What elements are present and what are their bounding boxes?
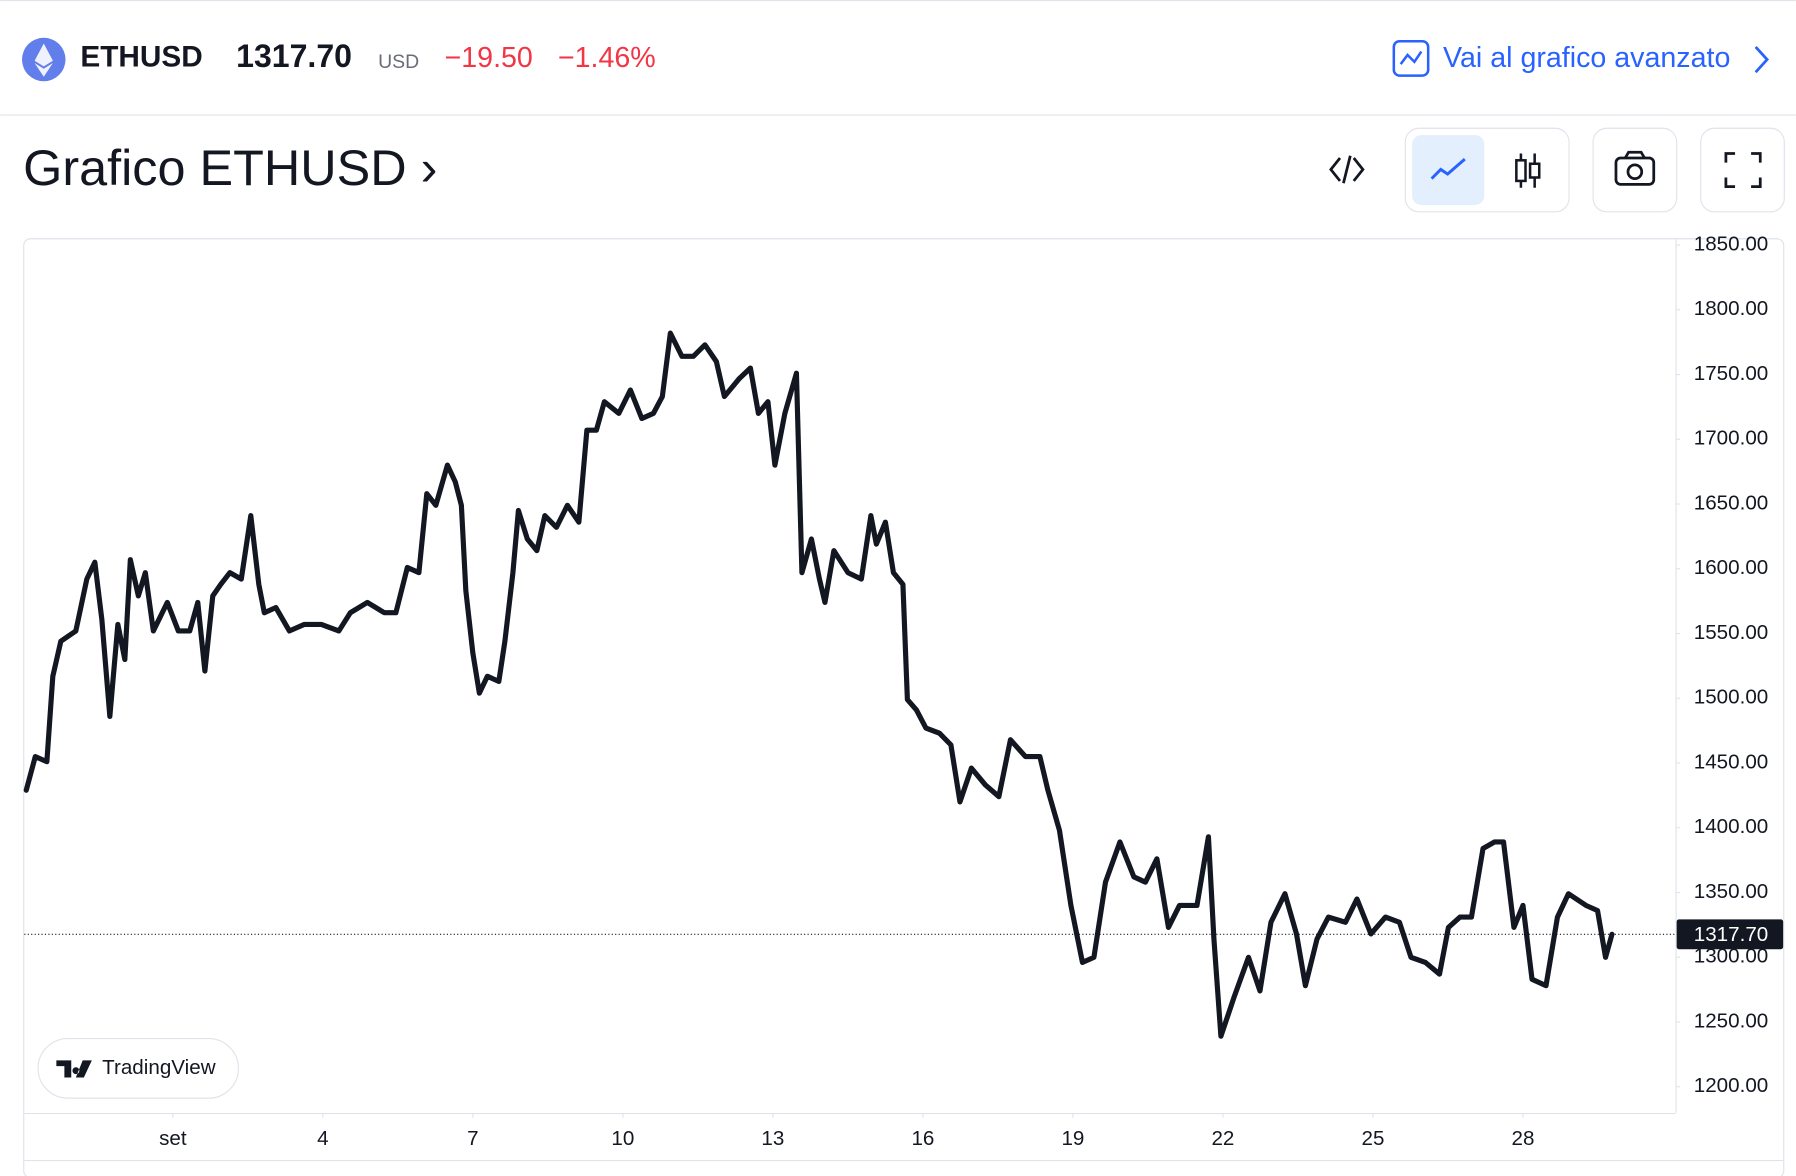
embed-button[interactable] — [1329, 155, 1365, 184]
candle-style-button[interactable] — [1515, 153, 1541, 188]
camera-top — [1623, 150, 1646, 159]
x-tick-label: 22 — [1211, 1127, 1234, 1150]
snapshot-button[interactable] — [1592, 127, 1678, 213]
line-style-icon — [1430, 158, 1466, 180]
plot: 1200.00 1250.00 1300.00 1350.00 1400.00 1450.… — [23, 232, 1784, 1150]
y-tick-label: 1500.00 — [1694, 686, 1769, 709]
y-tick-label: 1200.00 — [1694, 1074, 1769, 1097]
eth-icon-glyph — [34, 43, 53, 77]
y-tick-label: 1850.00 — [1694, 232, 1769, 255]
embed-icon — [1329, 155, 1365, 184]
link-icon — [1392, 39, 1430, 77]
y-tick-label: 1600.00 — [1694, 556, 1769, 579]
advanced-chart-link[interactable]: Vai al grafico avanzato — [1392, 39, 1769, 77]
y-tick-label: 1550.00 — [1694, 621, 1769, 644]
change: −19.50 — [445, 42, 533, 74]
fullscreen-icon — [1724, 152, 1762, 189]
link-chevron — [1754, 46, 1769, 74]
x-tick-label: 19 — [1061, 1127, 1084, 1150]
eth-icon — [22, 37, 66, 82]
x-tick-label: 16 — [911, 1127, 934, 1150]
logo-mark — [56, 1060, 92, 1078]
x-tick-label: 25 — [1362, 1127, 1385, 1150]
y-tick-label: 1750.00 — [1694, 362, 1769, 385]
change-percent: −1.46% — [558, 42, 656, 74]
y-tick-label: 1700.00 — [1694, 427, 1769, 450]
camera-body — [1614, 156, 1656, 186]
x-tick-label: 4 — [317, 1127, 328, 1150]
currency: USD — [378, 51, 419, 73]
y-tick-label: 1450.00 — [1694, 750, 1769, 773]
line-style-bg — [1412, 135, 1485, 205]
price-line — [23, 330, 1615, 1039]
fullscreen-button[interactable] — [1700, 127, 1785, 213]
y-tick-label: 1350.00 — [1694, 880, 1769, 903]
chart-frame — [23, 238, 1785, 1176]
y-tick-label: 1250.00 — [1694, 1009, 1769, 1032]
y-tick-label: 1300.00 — [1694, 945, 1769, 968]
y-tick-label: 1400.00 — [1694, 815, 1769, 838]
chart-heading[interactable]: Grafico ETHUSD › — [23, 139, 437, 196]
y-tick-label: 1650.00 — [1694, 491, 1769, 514]
last-price-tag — [1676, 919, 1784, 950]
x-tick-label: set — [159, 1127, 187, 1150]
logo-pill — [37, 1038, 240, 1099]
camera-lens — [1626, 163, 1644, 181]
symbol: ETHUSD — [80, 40, 202, 73]
snapshot-frame — [1592, 127, 1678, 213]
x-tick-label: 10 — [611, 1127, 634, 1150]
last-price-label: 1317.70 — [1694, 923, 1769, 946]
candle-body — [1515, 159, 1527, 183]
x-tick-label: 13 — [761, 1127, 784, 1150]
y-tick-label: 1800.00 — [1694, 297, 1769, 320]
line-style-button[interactable] — [1412, 135, 1485, 205]
candle-body — [1528, 162, 1541, 179]
link-icon-line — [1399, 50, 1423, 65]
fullscreen-frame — [1700, 127, 1785, 213]
link-text[interactable]: Vai al grafico avanzato — [1443, 42, 1730, 74]
x-tick-label: 7 — [467, 1127, 478, 1150]
x-tick-label: 28 — [1512, 1127, 1535, 1150]
logo-text: TradingView — [102, 1056, 216, 1079]
price: 1317.70 — [236, 38, 352, 74]
tradingview-logo[interactable]: TradingView — [37, 1038, 240, 1099]
